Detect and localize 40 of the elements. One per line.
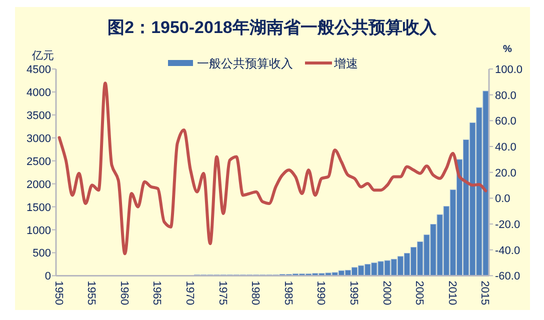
x-tick-label: 1975 — [216, 280, 228, 306]
x-tick-label: 1965 — [150, 280, 163, 306]
y-tick-label: 0 — [44, 270, 51, 283]
y-tick-label: 2500 — [26, 156, 51, 168]
y2-tick-label: 60.0 — [495, 116, 516, 128]
y-tick-label: 2000 — [26, 178, 51, 191]
y2-tick-label: -20.0 — [495, 219, 520, 232]
x-tick-label: 2005 — [413, 280, 426, 306]
y-tick-label: 1000 — [26, 224, 51, 237]
y-tick-label: 4500 — [26, 64, 51, 76]
y-tick-label: 3000 — [26, 132, 51, 145]
x-tick-label: 1985 — [282, 280, 294, 306]
y2-axis-title: % — [503, 44, 512, 55]
x-tick-label: 1995 — [348, 280, 360, 306]
legend-item: 一般公共预算收入 — [168, 56, 293, 70]
y2-tick-label: 80.0 — [495, 90, 516, 102]
x-tick-label: 1955 — [85, 280, 98, 306]
x-tick-label: 1950 — [52, 280, 64, 306]
y2-tick-label: 0.0 — [495, 193, 510, 206]
legend-label: 一般公共预算收入 — [197, 56, 293, 70]
y2-tick-label: 100.0 — [495, 64, 523, 76]
y2-tick-label: 20.0 — [495, 167, 516, 180]
y-tick-label: 3500 — [26, 110, 51, 122]
y-tick-label: 1500 — [26, 202, 51, 214]
legend-item: 增速 — [305, 56, 358, 70]
x-tick-label: 2015 — [478, 280, 491, 306]
y2-tick-label: 40.0 — [495, 142, 516, 154]
y-axis-title: 亿元 — [31, 50, 54, 62]
x-tick-label: 2010 — [446, 280, 458, 306]
y2-tick-label: -60.0 — [495, 270, 520, 283]
x-tick-label: 2000 — [380, 280, 392, 306]
x-tick-label: 1980 — [249, 280, 262, 306]
y-tick-label: 4000 — [26, 86, 51, 99]
x-tick-label: 1990 — [314, 280, 327, 306]
y-tick-label: 500 — [32, 248, 51, 260]
y2-tick-label: -40.0 — [495, 244, 520, 257]
legend-label: 增速 — [333, 56, 358, 70]
x-tick-label: 1970 — [183, 280, 196, 306]
chart-title: 图2：1950-2018年湖南省一般公共预算收入 — [108, 18, 438, 37]
x-tick-label: 1960 — [118, 280, 130, 306]
